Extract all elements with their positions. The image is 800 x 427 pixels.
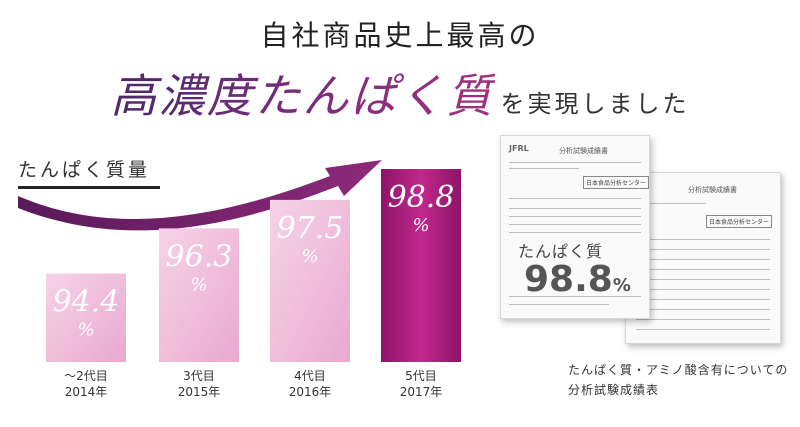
- protein-overlay: たんぱく質 98.8%: [518, 238, 631, 298]
- bar-unit-label-2: %: [190, 274, 207, 295]
- trend-arrow: [18, 160, 382, 231]
- overlay-label: たんぱく質: [518, 242, 604, 261]
- bar-value-label-4: 98.8: [388, 180, 455, 215]
- doc2-title: 分析試験成績書: [688, 186, 737, 194]
- subheadline-emphasis: 高濃度たんぱく質: [110, 69, 495, 123]
- caption-line-2: 分析試験成績表: [568, 383, 660, 397]
- bar-3: [270, 199, 350, 362]
- doc2-stamp: 日本食品分析センター: [706, 215, 773, 228]
- category-label-4-2: 2017年: [400, 385, 443, 399]
- subheadline: 高濃度たんぱく質 を実現しました: [0, 60, 800, 126]
- category-label-2-1: 3代目: [183, 369, 215, 383]
- bar-unit-label-1: %: [77, 320, 94, 341]
- headline: 自社商品史上最高の: [260, 19, 540, 52]
- caption-line-1: たんぱく質・アミノ酸含有についての: [568, 363, 789, 377]
- category-label-1-2: 2014年: [65, 385, 108, 399]
- chart-label-underline: [18, 186, 160, 189]
- overlay-value: 98.8%: [524, 259, 631, 300]
- category-label-3-1: 4代目: [294, 369, 326, 383]
- doc1-stamp: 日本食品分析センター: [583, 176, 650, 189]
- bar-1: [46, 273, 126, 362]
- bar-unit-label-4: %: [412, 215, 429, 236]
- category-label-4-1: 5代目: [405, 369, 437, 383]
- subheadline-rest: を実現しました: [500, 90, 690, 118]
- bar-value-label-1: 94.4: [53, 285, 120, 320]
- jfrl-logo: JFRL: [509, 144, 529, 153]
- category-label-1-1: ～2代目: [64, 369, 108, 383]
- report-caption: たんぱく質・アミノ酸含有についての 分析試験成績表: [568, 360, 788, 400]
- bar-value-label-3: 97.5: [277, 211, 344, 246]
- analysis-report-page-1: JFRL 分析試験成績書 日本食品分析センター: [500, 135, 650, 319]
- bar-unit-label-3: %: [301, 246, 318, 267]
- category-label-2-2: 2015年: [178, 385, 221, 399]
- chart-label: たんぱく質量: [18, 159, 151, 181]
- bar-2: [159, 228, 239, 362]
- bar-value-label-2: 96.3: [166, 239, 233, 274]
- doc1-title: 分析試験成績書: [559, 147, 608, 155]
- bar-4: [381, 169, 461, 362]
- category-label-3-2: 2016年: [289, 385, 332, 399]
